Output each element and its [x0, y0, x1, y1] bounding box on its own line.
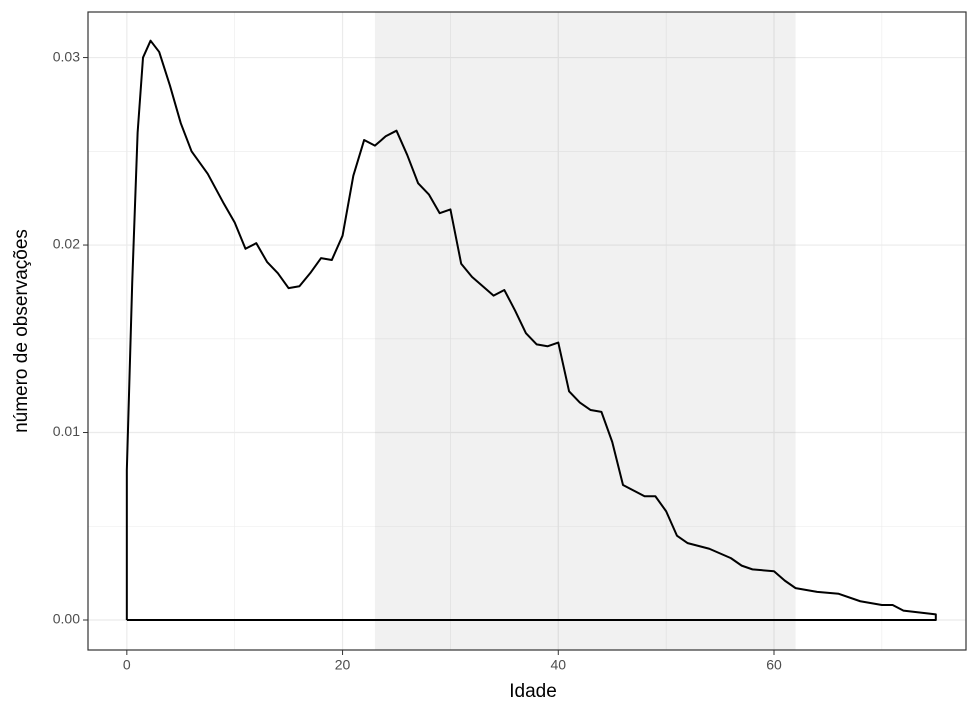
x-tick-label: 0 [123, 657, 131, 673]
x-tick-label: 60 [766, 657, 782, 673]
y-axis-title: número de observações [11, 229, 32, 433]
y-tick-label: 0.03 [53, 48, 80, 64]
x-tick-label: 20 [335, 657, 351, 673]
x-tick-label: 40 [550, 657, 566, 673]
y-tick-label: 0.00 [53, 611, 80, 627]
x-axis-title: Idade [509, 681, 557, 702]
y-tick-label: 0.02 [53, 236, 80, 252]
y-tick-label: 0.01 [53, 423, 80, 439]
panel-border [87, 11, 967, 651]
shaded-range [374, 12, 796, 650]
density-line [125, 39, 937, 621]
